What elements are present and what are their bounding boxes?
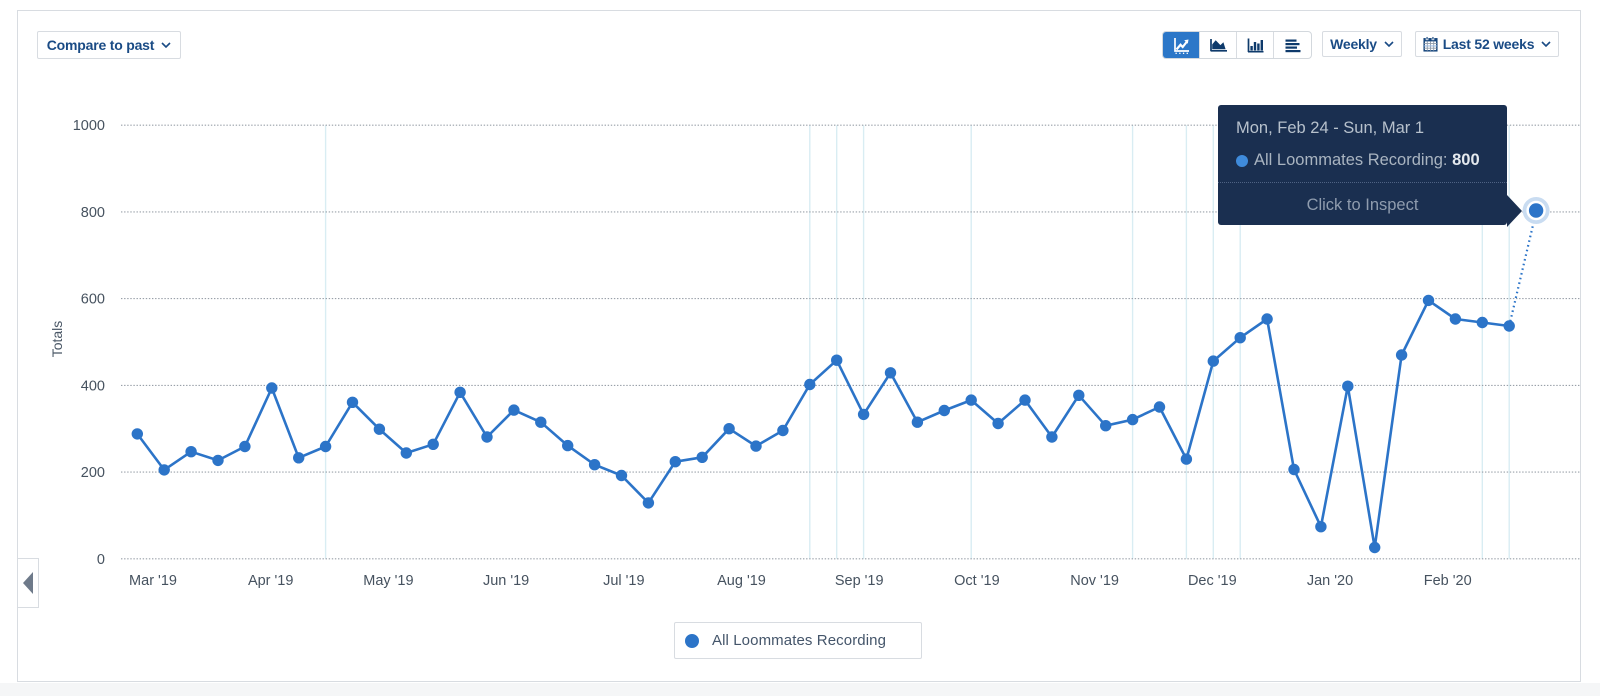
svg-text:Sep '19: Sep '19 [835, 573, 884, 589]
svg-text:800: 800 [81, 205, 105, 221]
svg-text:400: 400 [81, 378, 105, 394]
svg-text:Jun '19: Jun '19 [483, 573, 529, 589]
svg-text:Nov '19: Nov '19 [1070, 573, 1119, 589]
svg-text:Oct '19: Oct '19 [954, 573, 999, 589]
svg-text:May '19: May '19 [363, 573, 413, 589]
svg-text:Jul '19: Jul '19 [603, 573, 644, 589]
svg-text:Jan '20: Jan '20 [1307, 573, 1353, 589]
svg-text:Totals: Totals [49, 321, 65, 358]
svg-text:Apr '19: Apr '19 [248, 573, 294, 589]
svg-text:0: 0 [97, 552, 105, 568]
svg-text:Mar '19: Mar '19 [129, 573, 177, 589]
svg-text:Feb '20: Feb '20 [1424, 573, 1472, 589]
svg-text:1000: 1000 [73, 118, 105, 134]
svg-text:200: 200 [81, 465, 105, 481]
svg-text:600: 600 [81, 292, 105, 308]
svg-text:Dec '19: Dec '19 [1188, 573, 1237, 589]
svg-text:Aug '19: Aug '19 [717, 573, 766, 589]
